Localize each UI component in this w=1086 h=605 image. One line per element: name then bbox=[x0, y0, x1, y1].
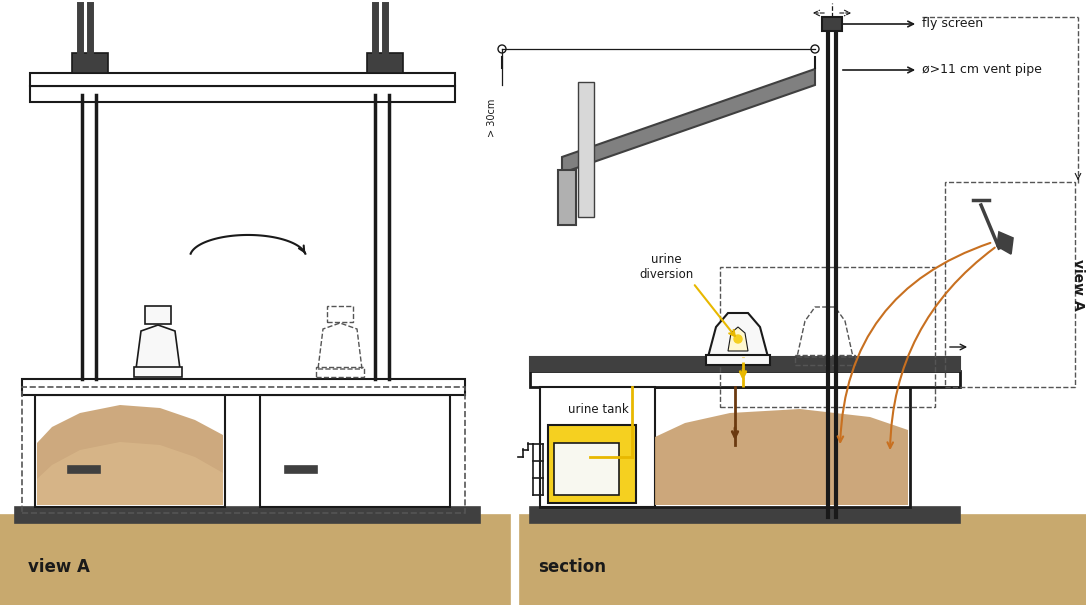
Bar bbox=[316, 367, 364, 377]
Text: view A: view A bbox=[1071, 259, 1085, 311]
Bar bbox=[134, 367, 182, 377]
Polygon shape bbox=[997, 232, 1013, 254]
Text: view A: view A bbox=[28, 558, 90, 576]
Polygon shape bbox=[136, 325, 180, 369]
Bar bbox=[35, 395, 225, 507]
Bar bbox=[285, 466, 317, 473]
Polygon shape bbox=[561, 69, 814, 173]
Bar bbox=[548, 425, 636, 503]
Bar bbox=[30, 73, 455, 86]
Bar bbox=[146, 306, 171, 324]
Bar bbox=[578, 82, 594, 217]
Polygon shape bbox=[708, 313, 768, 357]
Bar bbox=[945, 182, 1075, 387]
Bar bbox=[367, 53, 403, 73]
Text: > 30cm: > 30cm bbox=[487, 99, 497, 137]
Bar bbox=[530, 357, 960, 371]
Bar bbox=[22, 379, 465, 395]
Bar bbox=[558, 170, 576, 225]
Text: section: section bbox=[538, 558, 606, 576]
Polygon shape bbox=[37, 442, 223, 505]
Text: urine
diversion: urine diversion bbox=[639, 253, 693, 281]
Text: fly screen: fly screen bbox=[922, 18, 983, 30]
Bar bbox=[706, 355, 770, 365]
Bar bbox=[540, 387, 655, 507]
Polygon shape bbox=[37, 405, 223, 505]
Bar bbox=[554, 443, 619, 495]
Bar bbox=[530, 371, 960, 387]
Bar bbox=[260, 395, 450, 507]
Polygon shape bbox=[728, 327, 748, 351]
Polygon shape bbox=[655, 409, 908, 505]
Bar bbox=[30, 86, 455, 102]
Bar bbox=[72, 53, 108, 73]
Bar bbox=[795, 355, 855, 365]
Bar bbox=[327, 306, 353, 322]
Bar bbox=[22, 387, 465, 513]
Bar bbox=[530, 507, 960, 523]
Bar bbox=[0, 515, 510, 605]
Bar bbox=[720, 267, 935, 407]
Bar bbox=[540, 387, 910, 507]
Bar bbox=[15, 507, 480, 523]
Bar bbox=[822, 17, 842, 31]
Text: ø>11 cm vent pipe: ø>11 cm vent pipe bbox=[922, 64, 1041, 76]
Circle shape bbox=[734, 335, 742, 343]
Bar bbox=[520, 515, 1086, 605]
Bar bbox=[68, 466, 100, 473]
Text: urine tank: urine tank bbox=[568, 403, 629, 416]
